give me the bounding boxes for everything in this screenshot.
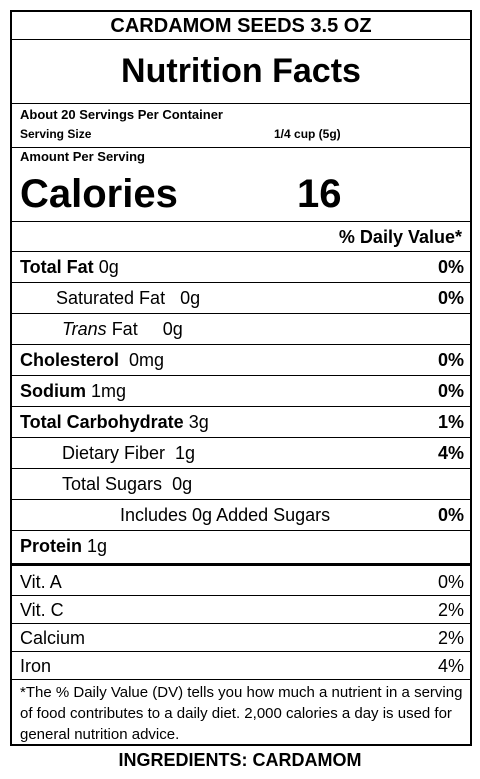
amount-per-serving: Amount Per Serving [20,149,145,164]
nutrient-dv: 0% [437,505,464,525]
nutrient-row-added-sugars: Includes 0g Added Sugars 0% [12,500,470,531]
vitamin-name: Calcium [20,628,86,648]
calories-row: Calories 16 [12,166,470,222]
vitamin-dv: 0% [437,572,464,592]
daily-value-footnote: *The % Daily Value (DV) tells you how mu… [20,684,463,743]
nutrient-row-total-fat: Total Fat 0g 0% [12,252,470,283]
vitamin-dv: 2% [437,628,464,648]
nutrient-name: Protein 1g [20,536,108,556]
nutrient-row-saturated-fat: Saturated Fat 0g 0% [12,283,470,314]
nutrient-name: Trans Fat 0g [62,319,183,339]
vitamin-row-calcium: Calcium 2% [12,624,470,652]
nutrient-dv: 0% [437,350,464,370]
nutrient-row-dietary-fiber: Dietary Fiber 1g 4% [12,438,470,469]
vitamin-name: Iron [20,656,52,676]
nutrient-dv: 0% [437,381,464,401]
nutrient-name: Total Sugars 0g [62,474,193,494]
serving-info: About 20 Servings Per Container Serving … [12,104,470,148]
nutrition-facts-label: CARDAMOM SEEDS 3.5 OZ Nutrition Facts Ab… [10,10,472,746]
nutrient-row-total-carbohydrate: Total Carbohydrate 3g 1% [12,407,470,438]
nutrient-row-total-sugars: Total Sugars 0g [12,469,470,500]
nutrient-row-cholesterol: Cholesterol 0mg 0% [12,345,470,376]
calories-label: Calories [20,172,178,216]
serving-size-value: 1/4 cup (5g) [274,127,341,141]
nutrient-row-protein: Protein 1g [12,531,470,566]
vitamin-dv: 2% [437,600,464,620]
nutrient-name: Total Carbohydrate 3g [20,412,209,432]
nutrient-dv: 4% [437,443,464,463]
product-title: CARDAMOM SEEDS 3.5 OZ [12,12,470,40]
ingredients-line: INGREDIENTS: CARDAMOM [118,750,362,770]
nutrient-row-trans-fat: Trans Fat 0g [12,314,470,345]
daily-value-header: % Daily Value* [12,222,470,252]
calories-value: 16 [297,172,342,216]
vitamin-row-vit-c: Vit. C 2% [12,596,470,624]
nutrient-name: Saturated Fat 0g [56,288,201,308]
vitamin-dv: 4% [437,656,464,676]
nutrient-dv: 0% [437,288,464,308]
vitamin-name: Vit. A [20,572,62,592]
vitamin-name: Vit. C [20,600,64,620]
nutrient-dv: 0% [437,257,464,277]
nutrient-dv: 1% [437,412,464,432]
nutrient-row-sodium: Sodium 1mg 0% [12,376,470,407]
nutrient-name: Sodium 1mg [20,381,127,401]
nutrient-name: Includes 0g Added Sugars [120,505,331,525]
nutrient-name: Total Fat 0g [20,257,119,277]
vitamin-row-vit-a: Vit. A 0% [12,568,470,596]
nutrient-name: Cholesterol 0mg [20,350,165,370]
vitamin-row-iron: Iron 4% [12,652,470,680]
serving-size-label: Serving Size [20,127,92,141]
nutrient-name: Dietary Fiber 1g [62,443,196,463]
servings-per-container: About 20 Servings Per Container [20,107,223,122]
nutrition-facts-heading: Nutrition Facts [12,40,470,104]
